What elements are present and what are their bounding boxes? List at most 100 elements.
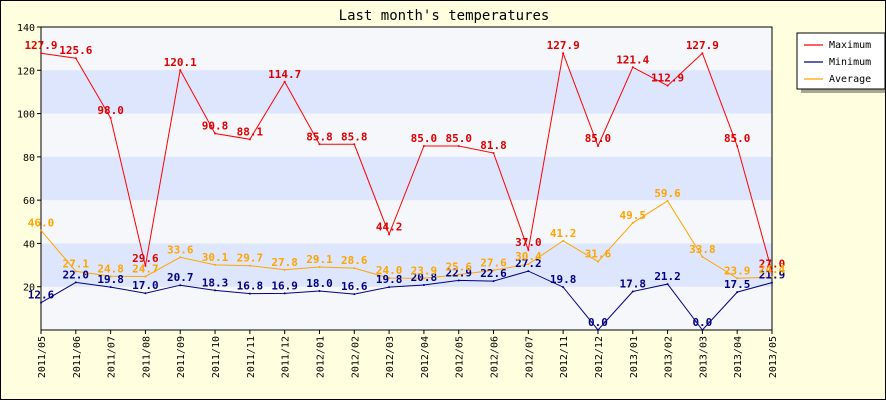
- data-point-average: [631, 221, 634, 224]
- x-tick-label: 2013/04: [733, 336, 744, 378]
- data-label-maximum: 85.0: [445, 132, 472, 145]
- data-point-maximum: [562, 52, 565, 55]
- data-label-maximum: 90.8: [202, 119, 229, 132]
- data-label-minimum: 22.9: [445, 266, 472, 279]
- data-label-maximum: 112.9: [651, 72, 684, 85]
- data-point-maximum: [353, 143, 356, 146]
- data-point-average: [771, 276, 773, 279]
- data-point-maximum: [179, 69, 182, 72]
- x-tick-label: 2011/07: [107, 336, 118, 378]
- data-label-average: 33.8: [689, 243, 716, 256]
- data-point-minimum: [666, 283, 669, 286]
- data-label-minimum: 21.9: [759, 269, 786, 282]
- data-label-average: 24.0: [376, 264, 403, 277]
- data-label-average: 29.7: [237, 252, 264, 265]
- data-label-minimum: 17.8: [620, 277, 647, 290]
- data-label-minimum: 27.2: [515, 257, 542, 270]
- data-label-maximum: 121.4: [616, 53, 649, 66]
- data-point-average: [144, 275, 147, 278]
- data-label-maximum: 127.9: [547, 39, 580, 52]
- data-point-average: [492, 269, 495, 272]
- data-label-average: 28.6: [341, 254, 368, 267]
- data-point-maximum: [631, 66, 634, 69]
- data-label-minimum: 12.6: [28, 289, 55, 302]
- data-point-average: [40, 229, 42, 232]
- x-tick-label: 2011/09: [176, 336, 187, 378]
- y-tick-label: 40: [23, 239, 35, 250]
- data-label-minimum: 22.0: [63, 268, 90, 281]
- data-point-average: [318, 266, 321, 269]
- data-point-maximum: [596, 145, 599, 148]
- x-tick-label: 2012/01: [315, 336, 326, 378]
- data-point-maximum: [144, 264, 147, 267]
- data-label-average: 59.6: [654, 187, 681, 200]
- x-tick-label: 2013/03: [698, 336, 709, 378]
- data-point-minimum: [388, 286, 391, 289]
- data-label-minimum: 21.2: [654, 270, 681, 283]
- x-tick-label: 2013/01: [629, 336, 640, 378]
- x-tick-label: 2012/02: [350, 336, 361, 378]
- data-label-average: 49.5: [620, 209, 647, 222]
- y-tick-label: 20: [23, 283, 35, 294]
- data-label-average: 23.9: [724, 264, 751, 277]
- data-label-average: 24.8: [97, 262, 124, 275]
- y-tick-label: 140: [17, 23, 35, 34]
- legend-label-maximum: Maximum: [829, 40, 871, 51]
- data-label-minimum: 20.8: [411, 271, 438, 284]
- data-label-maximum: 127.9: [24, 39, 57, 52]
- x-tick-label: 2012/07: [524, 336, 535, 378]
- data-point-minimum: [318, 290, 321, 293]
- data-label-average: 27.1: [63, 257, 90, 270]
- plot-border: [40, 26, 773, 331]
- data-label-minimum: 18.3: [202, 276, 229, 289]
- data-label-maximum: 120.1: [164, 56, 197, 69]
- y-tick-label: 60: [23, 196, 35, 207]
- data-label-maximum: 81.8: [480, 139, 507, 152]
- x-tick-label: 2012/06: [490, 336, 501, 378]
- legend-box: [796, 32, 885, 90]
- data-point-minimum: [631, 290, 634, 293]
- data-point-maximum: [283, 80, 286, 83]
- chart-title: Last month's temperatures: [339, 8, 550, 24]
- x-tick-label: 2012/11: [559, 336, 570, 378]
- x-tick-label: 2013/05: [768, 336, 779, 378]
- data-point-average: [353, 267, 356, 270]
- y-tick-label: 80: [23, 153, 35, 164]
- grid-band: [41, 70, 772, 114]
- data-point-minimum: [353, 293, 356, 296]
- data-point-maximum: [771, 270, 773, 273]
- y-tick-label: 120: [17, 66, 35, 77]
- x-tick-label: 2011/11: [246, 336, 257, 378]
- data-point-average: [562, 239, 565, 242]
- data-label-maximum: 114.7: [268, 68, 301, 81]
- data-point-maximum: [666, 84, 669, 87]
- data-point-average: [596, 260, 599, 263]
- data-point-maximum: [318, 143, 321, 146]
- data-point-minimum: [562, 286, 565, 289]
- data-point-average: [527, 263, 530, 266]
- data-label-maximum: 88.1: [237, 125, 264, 138]
- data-label-maximum: 127.9: [686, 39, 719, 52]
- data-point-maximum: [388, 233, 391, 236]
- series-line-minimum: [40, 270, 773, 331]
- data-label-minimum: 0.0: [588, 316, 608, 329]
- x-tick-label: 2011/06: [72, 336, 83, 378]
- y-tick-label: 100: [17, 110, 35, 121]
- data-label-average: 41.2: [550, 227, 577, 240]
- legend-label-average: Average: [829, 74, 871, 85]
- data-point-minimum: [596, 329, 599, 331]
- data-point-maximum: [109, 116, 112, 119]
- data-label-average: 33.6: [167, 243, 194, 256]
- legend-label-minimum: Minimum: [829, 57, 871, 68]
- data-point-maximum: [422, 145, 425, 148]
- data-label-maximum: 125.6: [59, 44, 92, 57]
- data-label-maximum: 29.6: [132, 252, 159, 265]
- data-label-average: 23.9: [411, 264, 438, 277]
- x-tick-label: 2011/12: [281, 336, 292, 378]
- data-label-maximum: 85.8: [306, 130, 333, 143]
- series-line-average: [40, 200, 773, 279]
- data-label-maximum: 85.8: [341, 130, 368, 143]
- data-label-average: 30.1: [202, 251, 229, 264]
- data-point-average: [736, 277, 739, 280]
- data-label-minimum: 19.8: [97, 273, 124, 286]
